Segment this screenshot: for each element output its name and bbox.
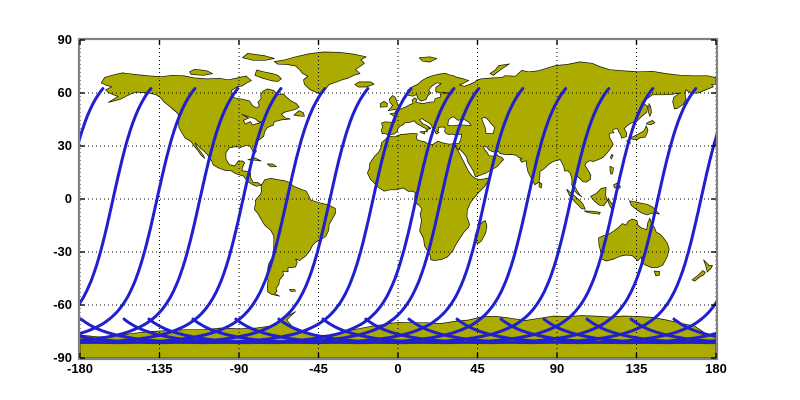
- y-axis-tick-label: 60: [57, 85, 72, 100]
- lake-great-lakes: [241, 113, 264, 126]
- land-taiwan: [610, 153, 614, 160]
- land-eurasia: [381, 61, 716, 198]
- land-ellesmere-island: [242, 52, 275, 61]
- orbit-track: [80, 87, 197, 336]
- x-axis-tick-label: 180: [705, 361, 727, 376]
- orbit-track: [455, 300, 716, 345]
- y-axis-tick-label: 90: [57, 32, 72, 47]
- land-java: [584, 210, 601, 215]
- land-borneo: [590, 187, 608, 207]
- orbit-track: [147, 87, 481, 345]
- x-axis-tick-label: 0: [394, 361, 402, 376]
- x-axis-tick-label: -45: [309, 361, 328, 376]
- land-greenland: [273, 51, 367, 94]
- orbit-track: [234, 87, 568, 345]
- y-axis-tick-label: 30: [57, 138, 72, 153]
- land-novaya-zemlya: [489, 63, 510, 76]
- land-tasmania: [653, 270, 660, 277]
- land-sakhalin: [648, 103, 652, 117]
- land-newfoundland: [293, 110, 305, 117]
- land-north-america: [100, 72, 300, 187]
- x-axis-tick-label: -180: [66, 361, 94, 376]
- land-sri-lanka: [538, 181, 543, 189]
- land-victoria-island: [189, 68, 213, 76]
- x-axis-tick-label: 45: [470, 361, 485, 376]
- orbit-track: [364, 87, 698, 345]
- land-new-zealand-north: [703, 259, 713, 273]
- orbit-track: [277, 87, 611, 345]
- y-axis-tick-label: -60: [53, 297, 72, 312]
- land-south-america: [254, 177, 336, 297]
- land-luzon: [609, 165, 614, 175]
- x-axis-tick-label: 135: [625, 361, 648, 376]
- x-axis-tick-label: -90: [229, 361, 249, 376]
- land-sicily: [419, 130, 426, 135]
- orbit-track: [80, 87, 153, 306]
- orbit-track: [191, 87, 525, 345]
- land-honshu: [629, 125, 649, 141]
- land-svalbard: [418, 56, 438, 63]
- land-hispaniola: [266, 163, 277, 168]
- y-axis-tick-label: -30: [53, 244, 72, 259]
- land-baffin-island: [254, 69, 282, 82]
- orbit-track: [407, 132, 716, 345]
- orbit-track: [321, 87, 655, 345]
- y-axis-tick-label: -90: [53, 350, 72, 365]
- x-axis-tick-label: -135: [146, 361, 173, 376]
- lake-caspian-sea: [481, 116, 496, 134]
- y-axis-tick-label: 0: [64, 191, 72, 206]
- land-new-zealand-south: [691, 270, 706, 282]
- orbit-track: [80, 87, 240, 343]
- land-iceland: [354, 81, 375, 88]
- plot-frame: [77, 37, 719, 361]
- land-africa: [367, 132, 489, 261]
- orbit-track: [499, 317, 716, 345]
- land-falkland-islands: [289, 289, 296, 292]
- land-ireland: [379, 100, 388, 108]
- orbit-track: [80, 87, 283, 345]
- land-hokkaido: [645, 120, 656, 126]
- x-axis-tick-label: 90: [549, 361, 565, 376]
